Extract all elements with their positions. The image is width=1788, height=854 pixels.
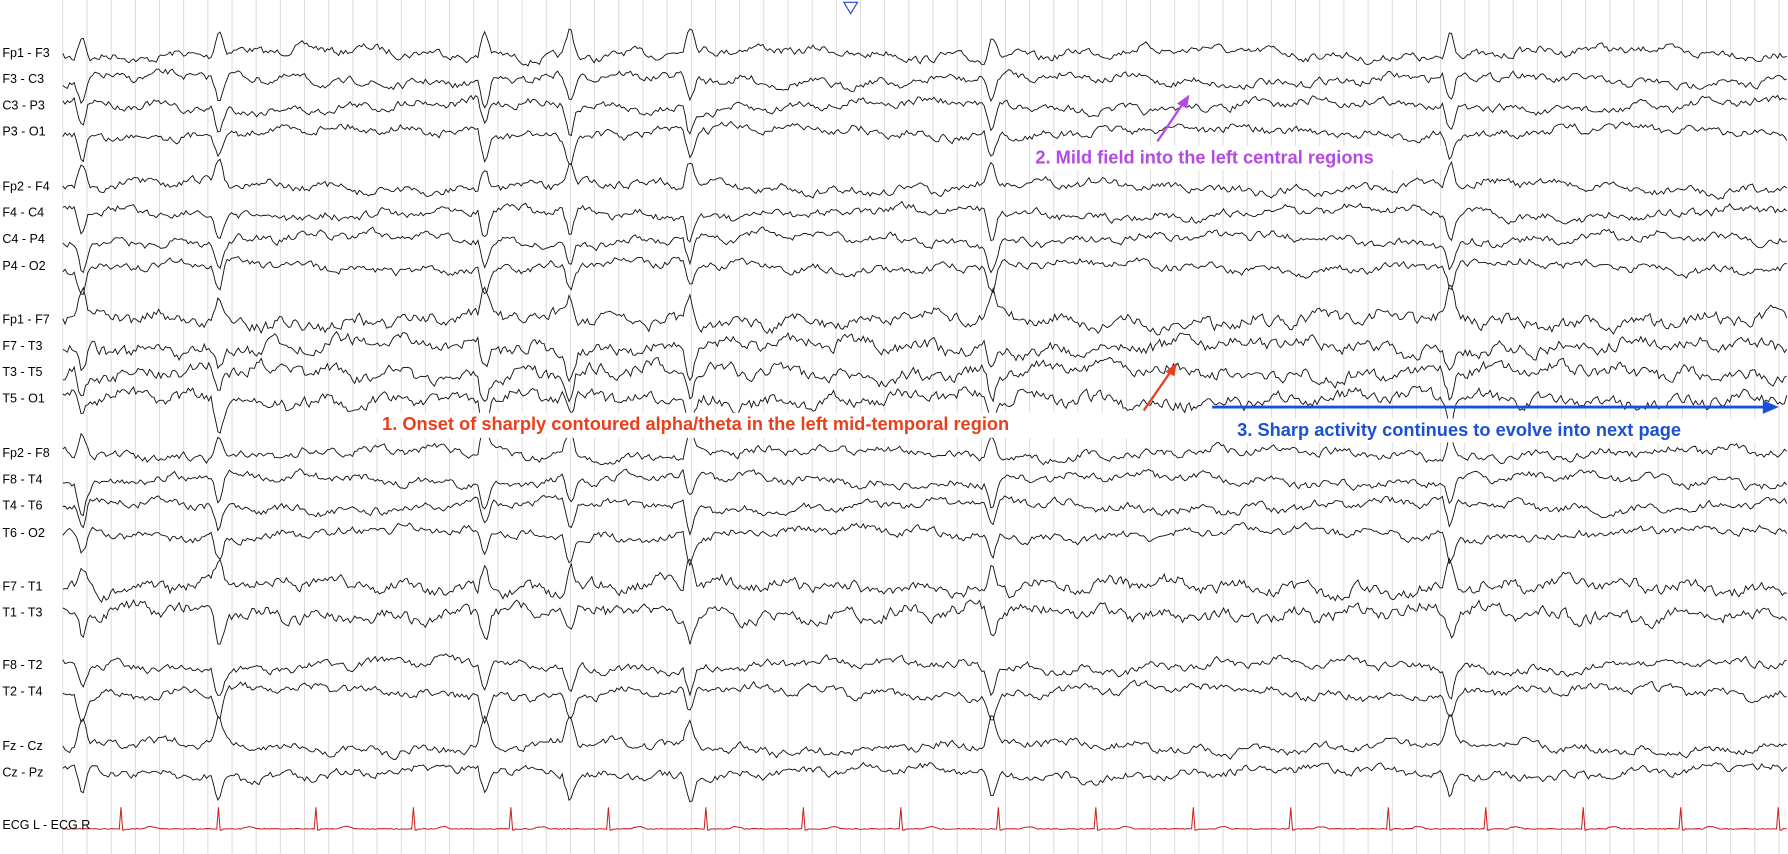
channel-label: T6 - O2 bbox=[2, 526, 45, 540]
eeg-trace bbox=[62, 120, 1788, 165]
eeg-trace bbox=[62, 158, 1788, 200]
eeg-trace bbox=[62, 468, 1788, 517]
arrow-1 bbox=[1142, 368, 1174, 412]
eeg-trace bbox=[62, 200, 1788, 243]
eeg-trace bbox=[62, 68, 1787, 109]
channel-label: T2 - T4 bbox=[2, 684, 42, 698]
channel-label: Fz - Cz bbox=[2, 739, 42, 753]
annotation-3: 3. Sharp activity continues to evolve in… bbox=[1237, 419, 1681, 440]
eeg-trace bbox=[62, 94, 1787, 137]
eeg-trace bbox=[62, 521, 1788, 567]
eeg-trace bbox=[62, 429, 1788, 466]
channel-label: F7 - T3 bbox=[2, 339, 42, 353]
eeg-trace bbox=[62, 28, 1787, 67]
channel-label: F4 - C4 bbox=[2, 206, 44, 220]
channel-label: Fp2 - F8 bbox=[2, 446, 49, 460]
annotation-bg bbox=[376, 412, 1143, 438]
annotation-1: 1. Onset of sharply contoured alpha/thet… bbox=[382, 413, 1009, 434]
channel-label: P3 - O1 bbox=[2, 125, 45, 139]
ecg-trace bbox=[62, 807, 1787, 831]
channel-label: T4 - T6 bbox=[2, 499, 42, 513]
channel-labels: Fp1 - F3 F3 - C3 C3 - P3 P3 - O1 Fp2 - F4 F4 … bbox=[2, 46, 90, 832]
eeg-trace bbox=[62, 761, 1787, 803]
channel-label: F3 - C3 bbox=[2, 72, 44, 86]
channel-label: ECG L - ECG R bbox=[2, 818, 90, 832]
arrow-2-head bbox=[1176, 94, 1190, 109]
eeg-trace bbox=[62, 494, 1788, 536]
channel-label: T3 - T5 bbox=[2, 365, 42, 379]
channel-label: T5 - O1 bbox=[2, 391, 45, 405]
arrow-3-head bbox=[1762, 400, 1779, 414]
annotation-bg bbox=[1030, 145, 1446, 170]
eeg-trace bbox=[62, 256, 1787, 295]
time-grid bbox=[62, 0, 1780, 854]
channel-label: F8 - T4 bbox=[2, 472, 42, 486]
arrow-2 bbox=[1156, 101, 1185, 143]
eeg-trace bbox=[62, 226, 1787, 274]
channel-label: P4 - O2 bbox=[2, 259, 45, 273]
eeg-trace bbox=[62, 330, 1788, 383]
annotation-2: 2. Mild field into the left central regi… bbox=[1035, 146, 1373, 167]
eeg-trace bbox=[62, 714, 1787, 760]
channel-label: C3 - P3 bbox=[2, 98, 45, 112]
arrow-1-head bbox=[1165, 362, 1177, 377]
channel-label: Fp1 - F3 bbox=[2, 46, 49, 60]
channel-label: F8 - T2 bbox=[2, 658, 42, 672]
eeg-trace bbox=[62, 557, 1787, 604]
annotation-bg bbox=[1232, 418, 1776, 443]
channel-label: Fp2 - F4 bbox=[2, 179, 49, 193]
eeg-trace bbox=[62, 356, 1787, 403]
eeg-trace bbox=[62, 653, 1787, 700]
channel-label: Fp1 - F7 bbox=[2, 313, 49, 327]
eeg-trace bbox=[62, 679, 1787, 725]
eeg-trace bbox=[62, 385, 1788, 434]
channel-label: F7 - T1 bbox=[2, 580, 42, 594]
channel-label: C4 - P4 bbox=[2, 232, 45, 246]
eeg-trace bbox=[62, 598, 1788, 645]
eeg-trace bbox=[62, 284, 1788, 336]
traces bbox=[62, 28, 1788, 831]
channel-label: T1 - T3 bbox=[2, 606, 42, 620]
channel-label: Cz - Pz bbox=[2, 765, 43, 779]
event-marker bbox=[842, 1, 859, 15]
